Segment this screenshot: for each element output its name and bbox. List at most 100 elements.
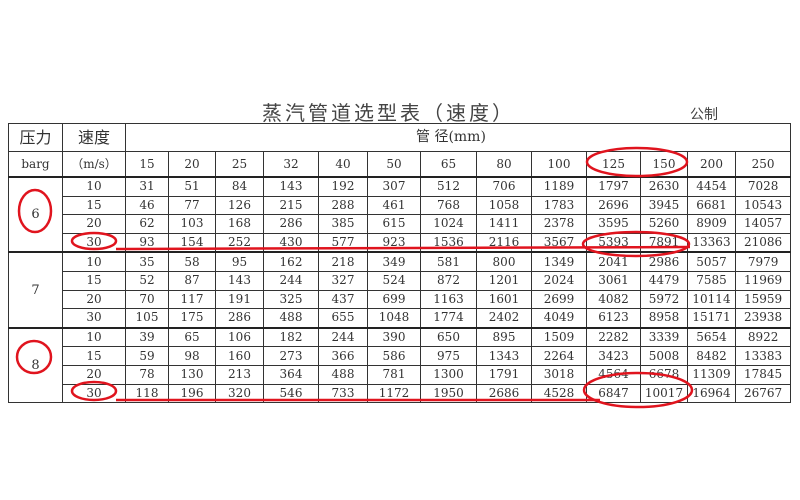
flow-value-cell: 5008 [640,346,688,366]
flow-value-cell: 15171 [687,308,736,329]
flow-value-cell: 1411 [476,214,532,234]
flow-value-cell: 3423 [586,346,641,366]
flow-value-cell: 13383 [734,346,792,366]
velocity-cell: 15 [62,346,126,366]
flow-value-cell: 16964 [687,383,736,404]
flow-value-cell: 1774 [420,308,477,329]
size-header-15: 15 [125,151,169,178]
flow-value-cell: 8922 [734,326,792,348]
flow-value-cell: 2282 [586,326,641,348]
flow-value-cell: 5260 [640,214,688,234]
flow-value-cell: 17845 [734,364,792,385]
flow-value-cell: 4479 [640,270,688,291]
annotation-circle-pressure-6 [17,188,53,234]
flow-value-cell: 1343 [476,346,532,366]
flow-value-cell: 650 [420,326,477,348]
annotation-circle-6847-10017 [582,371,694,409]
flow-value-cell: 118 [125,383,169,404]
flow-value-cell: 364 [263,364,319,385]
velocity-cell: 20 [62,364,126,385]
table-row: 15 59 98 160 273 366 586 975 1343 2264 3423 5008 848… [9,346,792,366]
flow-value-cell: 546 [263,383,319,404]
flow-value-cell: 5654 [687,326,736,348]
size-header-20: 20 [168,151,216,178]
flow-value-cell: 1201 [476,270,532,291]
annotation-underline-p6-30 [115,245,691,251]
flow-value-cell: 95 [215,251,264,272]
table-row: 30 118 196 320 546 733 1172 1950 2686 4528 6847 100… [9,383,792,404]
flow-value-cell: 512 [420,175,477,197]
flow-value-cell: 244 [263,270,319,291]
flow-value-cell: 8482 [687,346,736,366]
flow-value-cell: 7585 [687,270,736,291]
flow-value-cell: 524 [367,270,421,291]
flow-value-cell: 78 [125,364,169,385]
flow-value-cell: 65 [168,326,216,348]
flow-value-cell: 11309 [687,364,736,385]
flow-value-cell: 35 [125,251,169,272]
flow-value-cell: 800 [476,251,532,272]
flow-value-cell: 1601 [476,289,532,310]
flow-value-cell: 1172 [367,383,421,404]
flow-value-cell: 70 [125,289,169,310]
size-header-250: 250 [734,151,792,178]
flow-value-cell: 320 [215,383,264,404]
flow-value-cell: 4454 [687,175,736,197]
velocity-cell: 10 [62,175,126,197]
flow-value-cell: 581 [420,251,477,272]
flow-value-cell: 273 [263,346,319,366]
flow-value-cell: 143 [215,270,264,291]
flow-value-cell: 26767 [734,383,792,404]
size-header-125: 125 [586,151,641,178]
flow-value-cell: 103 [168,214,216,234]
flow-value-cell: 106 [215,326,264,348]
diameter-header: 管 径(mm) [124,123,792,152]
flow-value-cell: 895 [476,326,532,348]
flow-value-cell: 168 [215,214,264,234]
table-row: 6 10 31 51 84 143 192 307 512 706 1189 1797 2630 4454… [8,175,792,253]
flow-value-cell: 160 [215,346,264,366]
flow-value-cell: 975 [420,346,477,366]
table-row: 7 10 35 58 95 162 218 349 581 800 1349 2041 2986 5057… [8,251,792,329]
annotation-circle-5393-7891 [581,230,691,258]
annotation-circle-velocity-30-p6 [70,231,118,251]
annotation-circle-velocity-30-p8 [70,380,118,402]
flow-value-cell: 213 [215,364,264,385]
flow-value-cell: 4528 [531,383,587,404]
flow-value-cell: 182 [263,326,319,348]
flow-value-cell: 58 [168,251,216,272]
flow-value-cell: 872 [420,270,477,291]
flow-value-cell: 3339 [640,326,688,348]
unit-system-label: 公制 [690,107,718,123]
flow-value-cell: 1509 [531,326,587,348]
flow-value-cell: 51 [168,175,216,197]
annotation-circle-sizes-125-150 [585,146,689,178]
flow-value-cell: 77 [168,195,216,216]
flow-value-cell: 7979 [734,251,792,272]
flow-value-cell: 286 [215,308,264,329]
flow-value-cell: 23938 [734,308,792,329]
document-title: 蒸汽管道选型表（速度） [262,101,515,125]
flow-value-cell: 2686 [476,383,532,404]
flow-value-cell: 349 [367,251,421,272]
flow-value-cell: 13363 [687,232,736,253]
flow-value-cell: 2024 [531,270,587,291]
flow-value-cell: 1783 [531,195,587,216]
flow-value-cell: 10114 [687,289,736,310]
flow-value-cell: 3945 [640,195,688,216]
velocity-cell: 10 [62,326,126,348]
size-header-80: 80 [476,151,532,178]
flow-value-cell: 218 [318,251,368,272]
pressure-unit: barg [8,151,63,178]
flow-value-cell: 3018 [531,364,587,385]
flow-value-cell: 196 [168,383,216,404]
flow-value-cell: 461 [367,195,421,216]
flow-value-cell: 192 [318,175,368,197]
table-row: 8 10 39 65 106 182 244 390 650 895 1509 2282 3339 565… [8,326,792,404]
flow-value-cell: 8958 [640,308,688,329]
flow-value-cell: 768 [420,195,477,216]
flow-value-cell: 706 [476,175,532,197]
flow-value-cell: 46 [125,195,169,216]
flow-value-cell: 10017 [640,383,688,404]
